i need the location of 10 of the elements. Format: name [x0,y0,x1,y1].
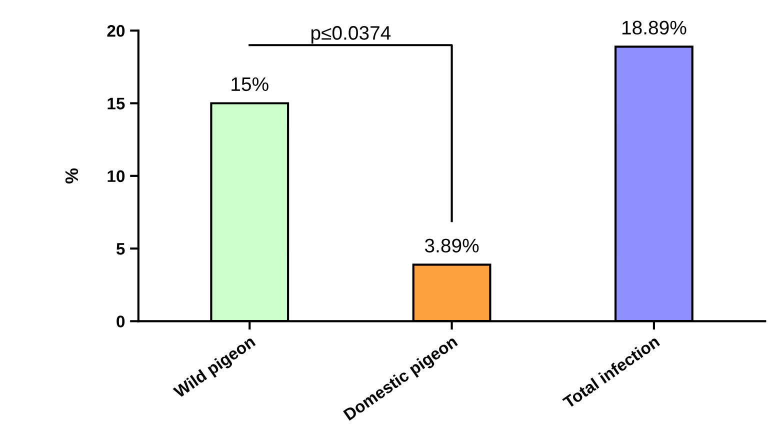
y-tick-label: 0 [116,316,125,328]
y-tick-label: 5 [116,243,125,255]
y-tick-label: 15 [108,98,125,110]
y-tick-label: 20 [107,24,125,37]
y-tick-label: 10 [108,170,125,182]
data-label: 18.89% [622,20,686,35]
data-label: 3.89% [424,238,479,252]
y-axis-title: % [65,168,78,184]
annotation: p≤0.0374 [311,26,391,44]
data-label: 15% [232,77,268,92]
